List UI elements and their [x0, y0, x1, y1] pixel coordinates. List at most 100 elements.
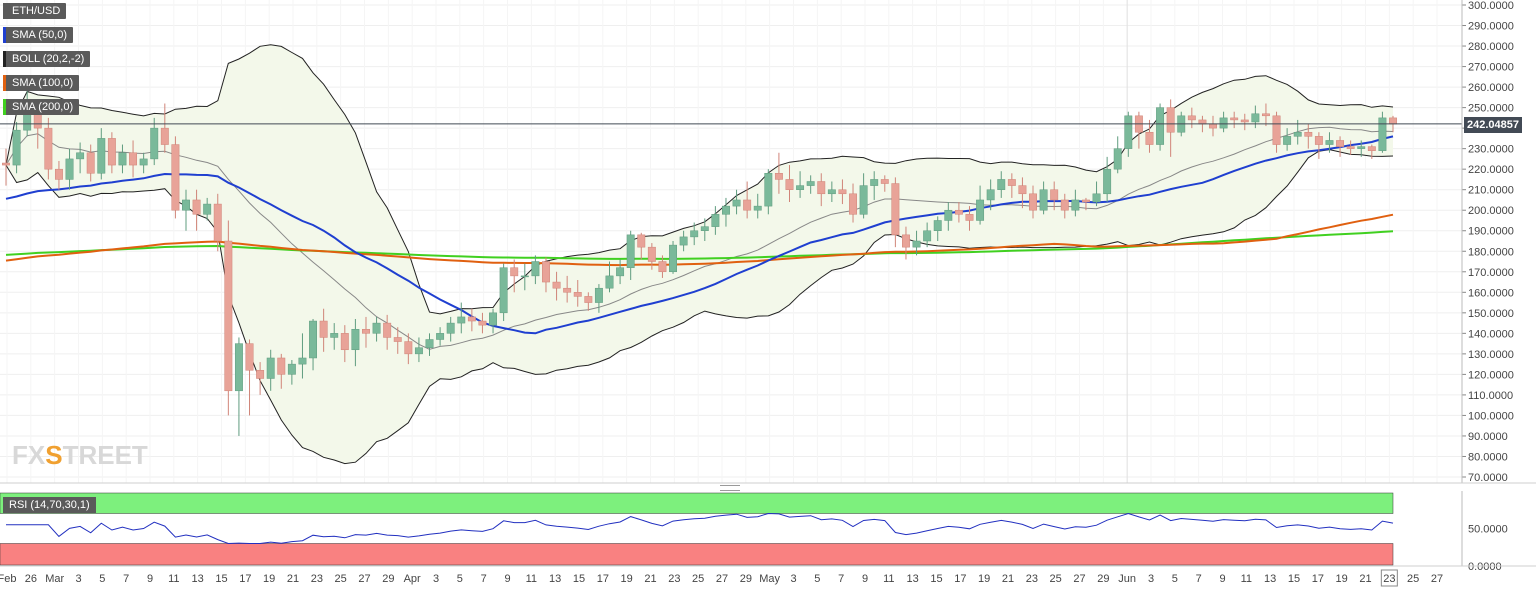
candle-body [76, 152, 85, 160]
candle-body [1304, 131, 1313, 137]
candle [817, 173, 826, 207]
candle-body [954, 209, 963, 215]
candle-body [637, 234, 646, 248]
rsi-overbought-zone [0, 492, 1394, 514]
candle [605, 261, 614, 293]
candle-body [319, 320, 328, 338]
candle-body [383, 322, 392, 338]
y-tick-label: 150.0000 [1468, 308, 1514, 320]
y-tick-label: 170.0000 [1468, 267, 1514, 279]
legend-sma50[interactable]: SMA (50,0) [3, 27, 74, 43]
candle-body [1272, 115, 1281, 145]
candle-body [679, 236, 688, 246]
candle [86, 144, 95, 182]
candle [150, 117, 159, 166]
candle-body [1230, 117, 1239, 121]
candle-body [404, 341, 413, 355]
rsi-legend[interactable]: RSI (14,70,30,1) [3, 497, 96, 513]
x-tick-label: 11 [1241, 573, 1252, 585]
candle-body [711, 214, 720, 227]
x-tick-label: 3 [433, 573, 439, 585]
x-tick-label: 23 [1026, 573, 1038, 585]
candle [1367, 144, 1376, 159]
candle-body [1209, 123, 1217, 129]
candle [44, 117, 53, 180]
candle [520, 263, 529, 291]
legend-bollinger[interactable]: BOLL (20,2,-2) [3, 51, 91, 67]
x-tick-label: 27 [716, 573, 728, 585]
candle [753, 193, 762, 219]
candle-body [446, 322, 455, 334]
rsi-tick-label: 50.0000 [1468, 524, 1508, 536]
candle-body [1156, 107, 1165, 145]
candle-body [520, 275, 529, 278]
candle-body [1092, 193, 1101, 203]
candle-body [1050, 189, 1059, 201]
candle-body [774, 173, 783, 180]
x-tick-label: 25 [335, 573, 347, 585]
candle-body [171, 144, 180, 211]
y-tick-label: 250.0000 [1468, 103, 1514, 115]
candle-body [129, 152, 138, 166]
candle [1071, 189, 1080, 217]
candle-body [1187, 115, 1196, 121]
y-tick-label: 200.0000 [1468, 205, 1514, 217]
candle-body [393, 337, 402, 342]
candle-body [732, 199, 741, 207]
candle-body [584, 296, 593, 303]
y-tick-label: 230.0000 [1468, 144, 1514, 156]
candle-body [1240, 119, 1249, 123]
candle-body [753, 205, 762, 211]
candle [531, 255, 540, 285]
candle [658, 255, 667, 278]
candle [594, 284, 603, 313]
x-tick-label: 29 [740, 573, 752, 585]
candle-body [806, 181, 815, 186]
candle [1081, 197, 1090, 211]
candle [457, 302, 466, 334]
candle-body [277, 357, 286, 375]
candle [700, 218, 709, 241]
candle-body [1378, 117, 1387, 151]
candle-body [362, 328, 370, 334]
candle-body [1060, 199, 1069, 211]
x-tick-label: 5 [457, 573, 463, 585]
candle-body [902, 234, 910, 248]
candle-body [965, 214, 974, 221]
candle-body [986, 189, 995, 201]
legend-symbol[interactable]: ETH/USD [3, 3, 67, 19]
pane-resize-handle[interactable] [720, 485, 740, 491]
y-tick-label: 90.0000 [1468, 431, 1508, 443]
candle [160, 103, 169, 153]
candle [467, 308, 476, 332]
x-tick-label: Feb [0, 573, 16, 585]
candle-body [1145, 131, 1154, 145]
candle-body [510, 267, 519, 277]
candle [880, 175, 889, 192]
x-tick-label: 29 [1097, 573, 1109, 585]
legend-sma200[interactable]: SMA (200,0) [3, 99, 80, 115]
x-tick-label: 27 [1431, 573, 1443, 585]
candle [404, 333, 413, 365]
candle-body [859, 185, 868, 215]
candle [584, 292, 593, 311]
legend-sma100[interactable]: SMA (100,0) [3, 75, 80, 91]
candle-body [1336, 140, 1345, 147]
candle [1230, 111, 1239, 129]
bollinger-middle [5, 126, 1394, 350]
candle-body [1389, 117, 1397, 125]
candle-body [203, 203, 212, 215]
candle [224, 220, 233, 416]
candle-body [722, 205, 730, 215]
x-tick-label: 19 [621, 573, 633, 585]
candle-body [351, 328, 360, 351]
candle [1357, 140, 1366, 157]
candle-body [1071, 199, 1080, 211]
x-tick-label: 3 [75, 573, 81, 585]
candle [362, 316, 370, 348]
candle-body [1357, 146, 1366, 149]
y-tick-label: 140.0000 [1468, 328, 1514, 340]
rsi-oversold-zone [0, 543, 1394, 566]
x-tick-label: 21 [287, 573, 299, 585]
candle [277, 353, 286, 389]
